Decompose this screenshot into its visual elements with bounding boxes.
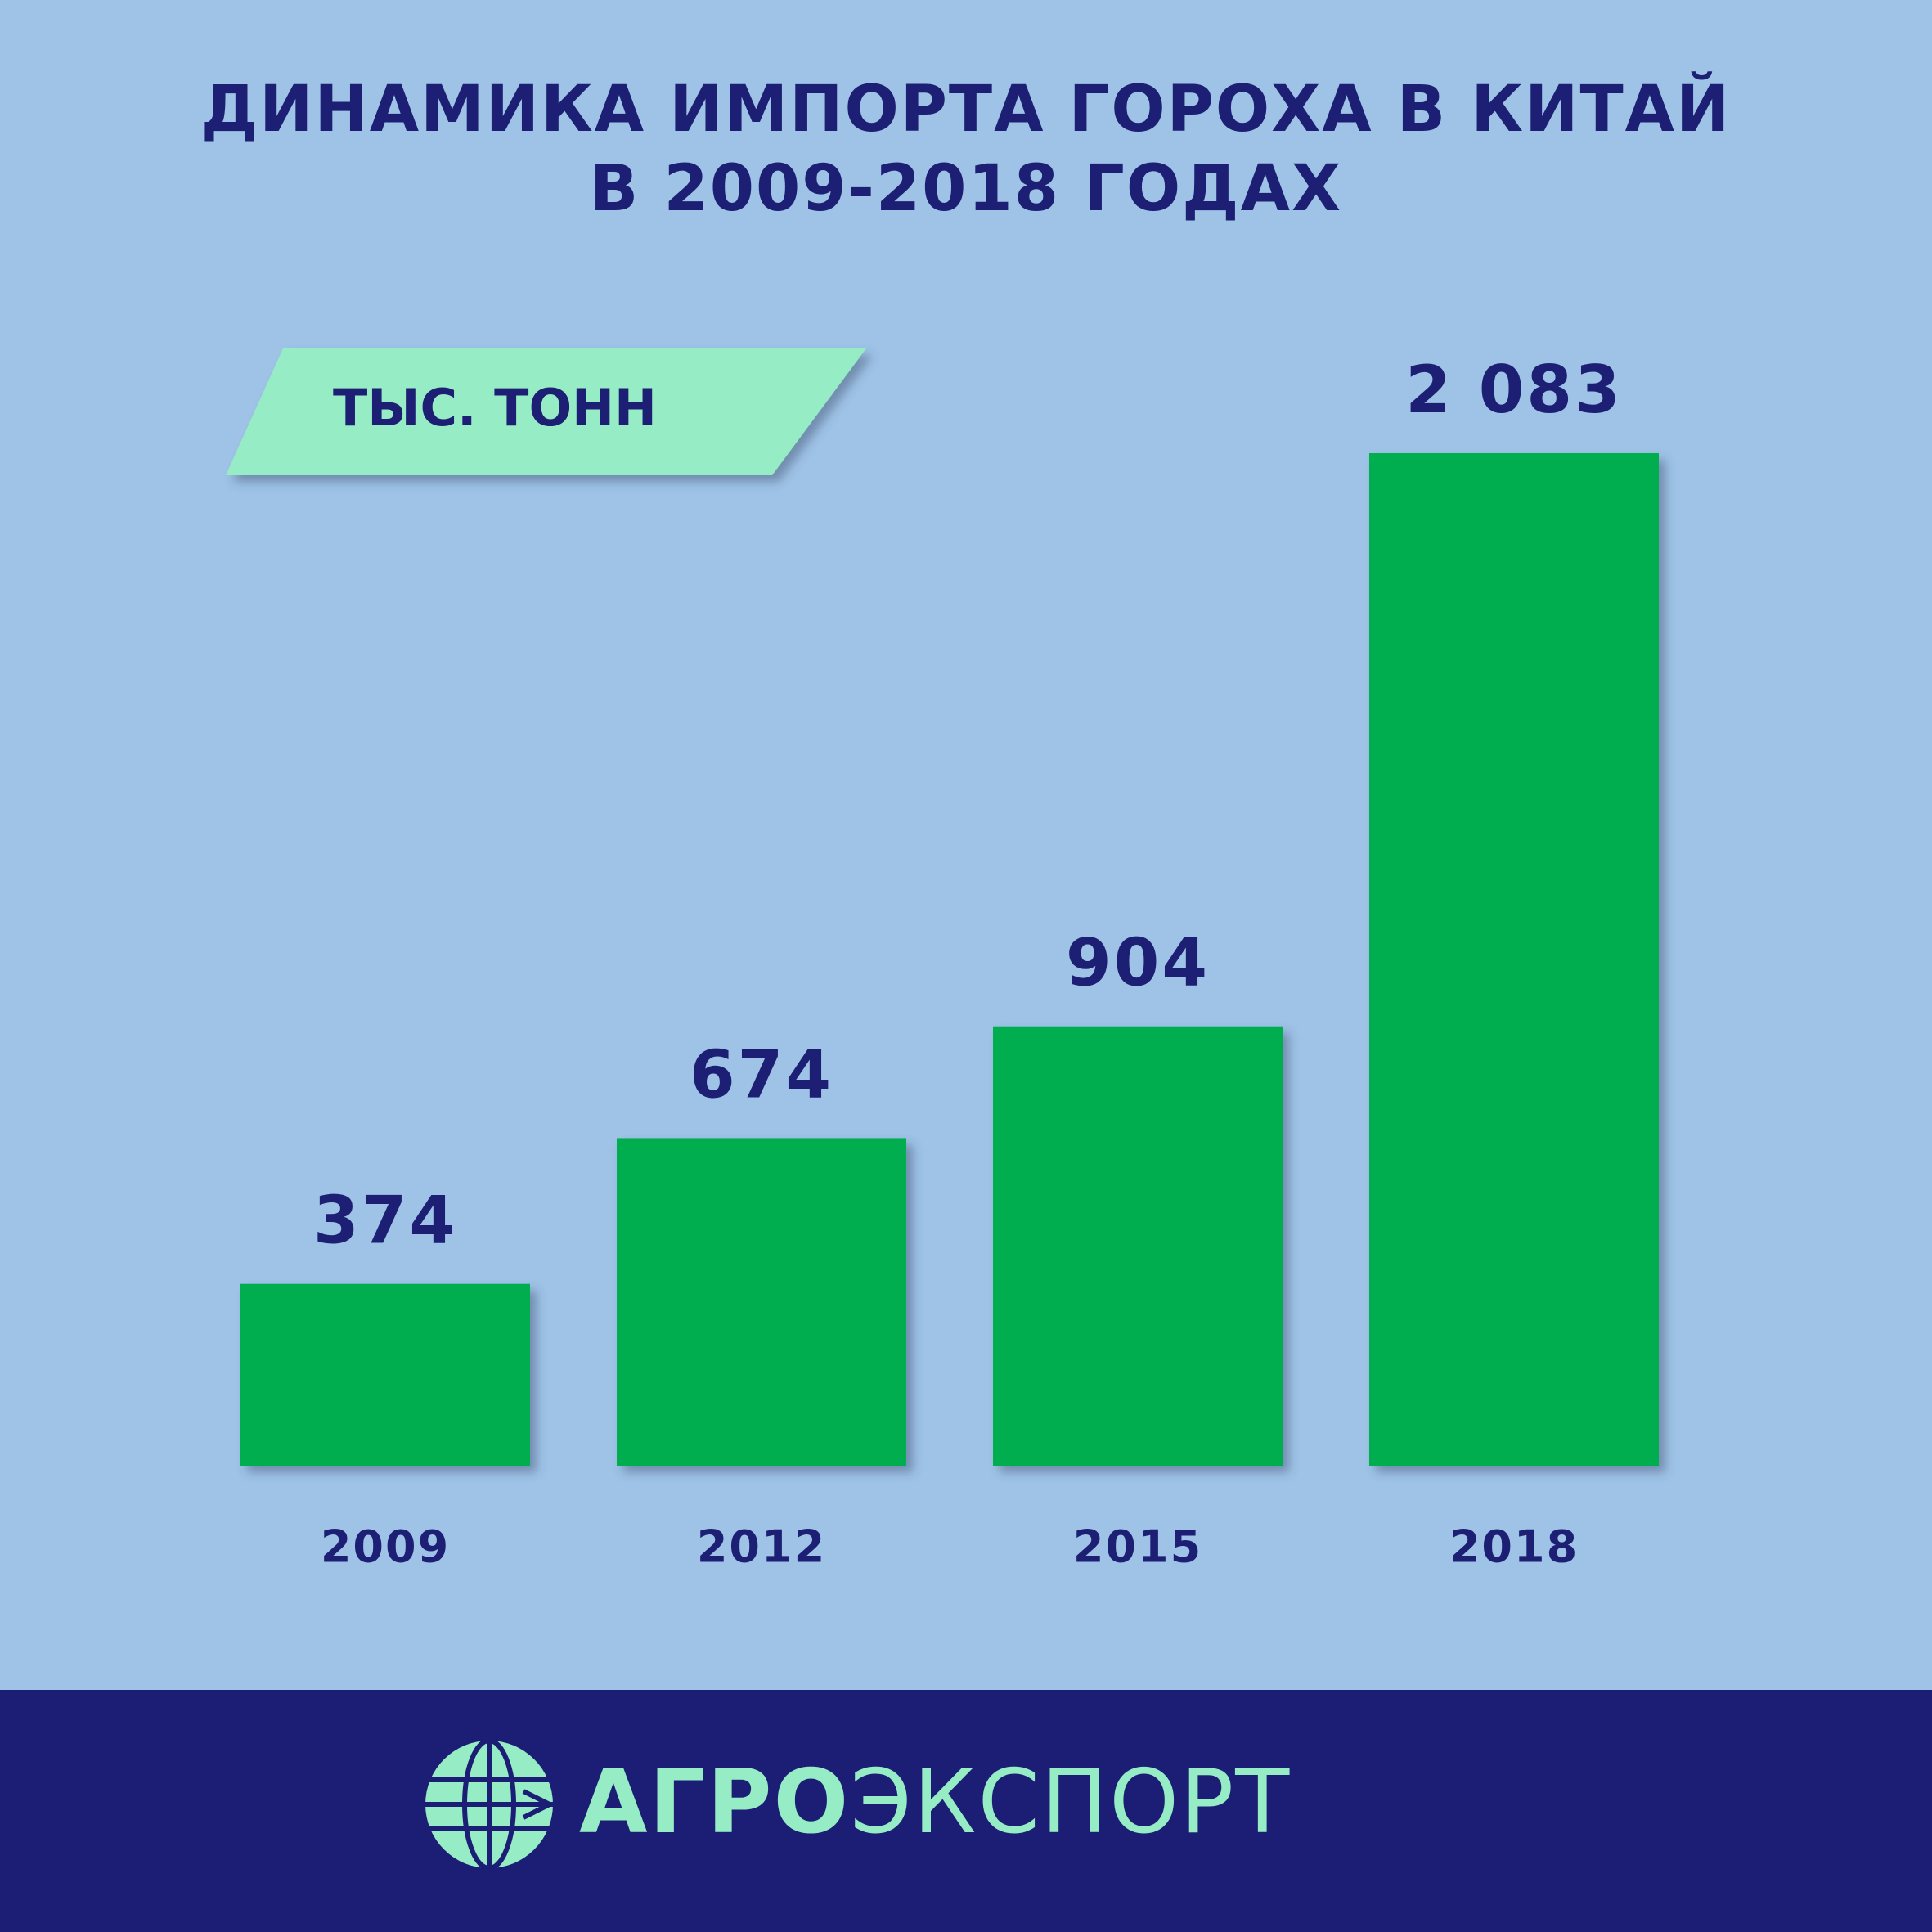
- value-label: 374: [313, 1183, 457, 1259]
- unit-label: ТЫС. ТОНН: [333, 378, 657, 438]
- bar: [1369, 453, 1659, 1466]
- footer: [0, 1690, 1932, 1932]
- bar: [617, 1138, 906, 1466]
- value-label: 2 083: [1405, 352, 1623, 428]
- bar: [993, 1026, 1283, 1466]
- x-tick-label: 2009: [321, 1521, 450, 1573]
- chart-title: ДИНАМИКА ИМПОРТА ГОРОХА В КИТАЙ В 2009-20…: [201, 71, 1732, 226]
- x-tick-label: 2018: [1449, 1521, 1579, 1573]
- logo-bold: АГРО: [579, 1751, 850, 1853]
- value-label: 674: [690, 1036, 833, 1112]
- unit-badge: [226, 348, 866, 475]
- x-tick-label: 2015: [1073, 1521, 1202, 1573]
- logo-light: ЭКСПОРТ: [850, 1751, 1291, 1853]
- x-tick-label: 2012: [697, 1521, 826, 1573]
- value-label: 904: [1066, 925, 1210, 1001]
- logo-globe: [425, 1738, 555, 1871]
- bar: [240, 1283, 530, 1466]
- logo-text: АГРОЭКСПОРТ: [579, 1751, 1291, 1853]
